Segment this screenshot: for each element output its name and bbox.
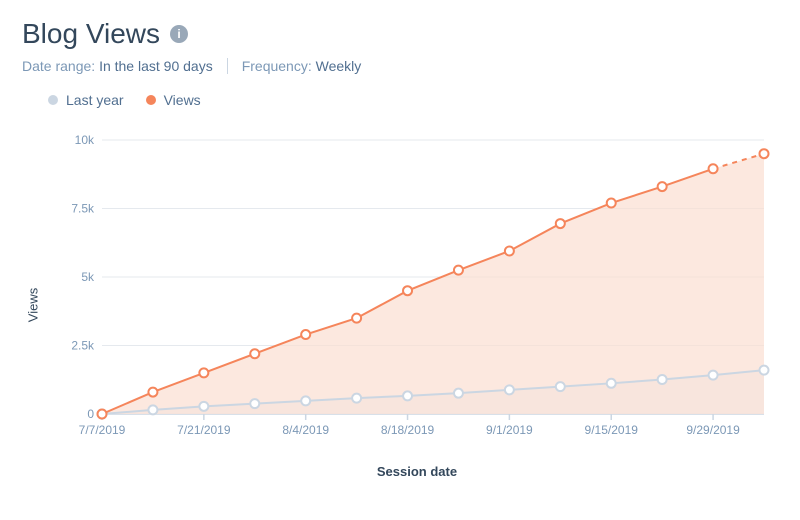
filter-bar: Date range: In the last 90 days Frequenc… (22, 58, 778, 74)
divider (227, 58, 228, 74)
svg-text:8/18/2019: 8/18/2019 (381, 423, 435, 437)
svg-text:8/4/2019: 8/4/2019 (282, 423, 329, 437)
svg-text:7/21/2019: 7/21/2019 (177, 423, 231, 437)
svg-text:5k: 5k (81, 270, 95, 284)
svg-text:10k: 10k (75, 133, 95, 147)
legend-item-views[interactable]: Views (146, 92, 201, 108)
frequency-value: Weekly (316, 58, 362, 74)
legend-label: Views (164, 92, 201, 108)
legend-item-last-year[interactable]: Last year (48, 92, 124, 108)
date-range-value: In the last 90 days (99, 58, 213, 74)
legend-swatch-icon (48, 95, 58, 105)
svg-text:2.5k: 2.5k (71, 339, 95, 353)
page-title: Blog Views (22, 18, 160, 50)
svg-text:9/29/2019: 9/29/2019 (686, 423, 740, 437)
svg-text:0: 0 (87, 407, 94, 421)
y-axis-label: Views (26, 287, 41, 321)
info-icon[interactable]: i (170, 25, 188, 43)
area-chart: 0 2.5k 5k 7.5k 10k 7/7/2019 7/21/2019 8/4/2019 8… (56, 130, 776, 460)
date-range-label: Date range: (22, 58, 95, 74)
date-range-filter[interactable]: Date range: In the last 90 days (22, 58, 213, 74)
frequency-filter[interactable]: Frequency: Weekly (242, 58, 362, 74)
legend-label: Last year (66, 92, 124, 108)
chart-legend: Last year Views (22, 92, 778, 108)
frequency-label: Frequency: (242, 58, 312, 74)
x-axis-label: Session date (56, 464, 778, 479)
svg-text:9/15/2019: 9/15/2019 (585, 423, 639, 437)
svg-text:9/1/2019: 9/1/2019 (486, 423, 533, 437)
svg-text:7.5k: 7.5k (71, 202, 95, 216)
svg-text:7/7/2019: 7/7/2019 (79, 423, 126, 437)
legend-swatch-icon (146, 95, 156, 105)
